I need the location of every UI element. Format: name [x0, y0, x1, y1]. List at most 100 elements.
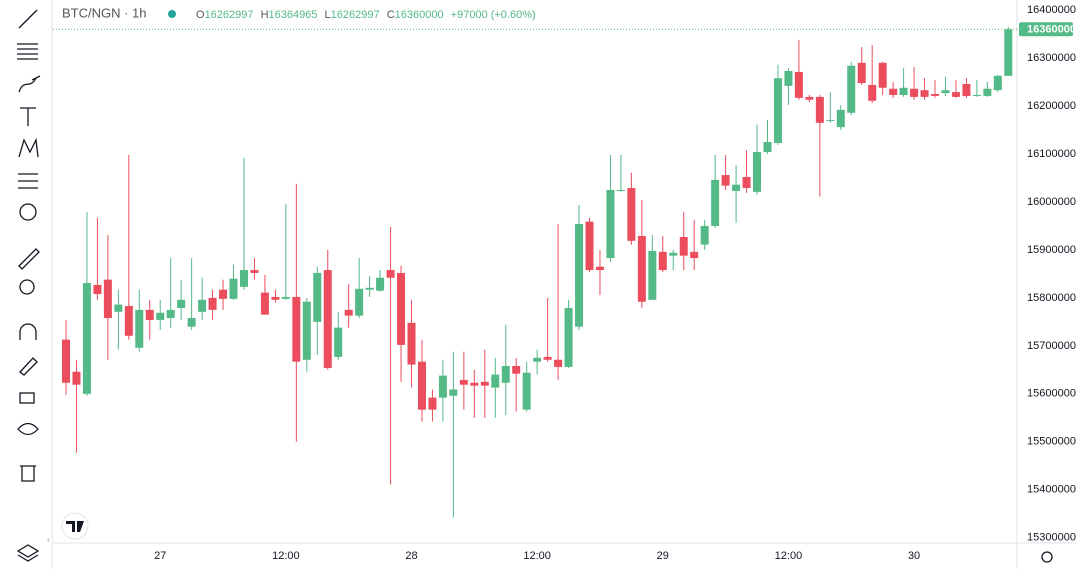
- candle-body: [773, 78, 782, 143]
- candle-body: [459, 379, 468, 385]
- x-tick-label: 28: [405, 550, 417, 562]
- candle-body: [868, 84, 877, 101]
- last-price-label: 16360000: [1027, 24, 1076, 36]
- candle-body: [920, 90, 929, 97]
- candle-body: [732, 184, 741, 191]
- measure-tool[interactable]: [18, 248, 40, 270]
- candle-body: [407, 322, 416, 365]
- candle-body: [951, 92, 960, 97]
- icon-tool[interactable]: [19, 203, 37, 221]
- candle-body: [1004, 29, 1013, 76]
- visibility-tool[interactable]: [17, 422, 39, 436]
- candle-body: [177, 299, 186, 308]
- candle-body: [564, 307, 573, 367]
- candle-body: [899, 87, 908, 95]
- x-tick-label: 12:00: [775, 550, 803, 562]
- candle-body: [82, 283, 91, 394]
- x-tick-label: 12:00: [523, 550, 551, 562]
- candle-body: [606, 189, 615, 259]
- brush-tool[interactable]: [18, 75, 41, 93]
- pattern-tool[interactable]: [18, 137, 39, 158]
- y-tick-label: 15800000: [1027, 292, 1076, 304]
- candle-body: [847, 65, 856, 113]
- candle-body: [438, 375, 447, 398]
- candle-body: [522, 372, 531, 410]
- fib-tool[interactable]: [17, 43, 38, 60]
- candle-body: [376, 277, 385, 291]
- candle-body: [491, 374, 500, 388]
- candle-body: [271, 296, 280, 300]
- y-tick-label: 15500000: [1027, 436, 1076, 448]
- candle-body: [543, 356, 552, 360]
- candle-body: [313, 272, 322, 322]
- candle-body: [763, 141, 772, 153]
- y-tick-label: 16000000: [1027, 196, 1076, 208]
- candle-body: [637, 236, 646, 302]
- candle-body: [397, 272, 406, 345]
- candle-body: [585, 221, 594, 271]
- candle-body: [826, 119, 835, 121]
- lock-draw-tool[interactable]: [19, 357, 38, 376]
- candle-body: [669, 252, 678, 256]
- o-label: O: [196, 9, 205, 21]
- trend-line-tool[interactable]: [18, 9, 38, 29]
- candle-body: [208, 297, 217, 310]
- candle-body: [690, 251, 699, 259]
- candle-body: [857, 62, 866, 83]
- settings[interactable]: [1041, 551, 1053, 563]
- candle-body: [794, 71, 803, 98]
- candle-body: [281, 296, 290, 299]
- candle-body: [344, 309, 353, 316]
- candle-body: [533, 357, 542, 362]
- y-tick-label: 16300000: [1027, 52, 1076, 64]
- candle-body: [501, 365, 510, 383]
- x-tick-label: 29: [657, 550, 669, 562]
- candle-body: [679, 236, 688, 256]
- candle-body: [616, 189, 625, 191]
- o-value: 16262997: [205, 9, 254, 21]
- candle-body: [72, 371, 81, 385]
- delete-tool[interactable]: [20, 465, 36, 482]
- candles: [62, 26, 1013, 518]
- l-value: 16262997: [331, 9, 380, 21]
- tv-logo: [61, 512, 89, 540]
- candle-body: [355, 288, 364, 316]
- candle-body: [124, 306, 133, 336]
- candle-body: [417, 361, 426, 410]
- candle-body: [658, 251, 667, 271]
- candle-body: [805, 96, 814, 100]
- x-tick-label: 12:00: [272, 550, 300, 562]
- candle-body: [575, 224, 584, 327]
- candle-body: [648, 250, 657, 300]
- candle-body: [742, 177, 751, 189]
- candle-body: [993, 75, 1002, 91]
- magnet-tool[interactable]: [19, 323, 37, 340]
- y-tick-label: 15900000: [1027, 244, 1076, 256]
- lock-tool[interactable]: [19, 392, 35, 404]
- candle-body: [711, 179, 720, 226]
- y-tick-label: 16200000: [1027, 100, 1076, 112]
- candle-body: [595, 266, 604, 271]
- candle-body: [983, 88, 992, 96]
- x-tick-label: 27: [154, 550, 166, 562]
- candle-body: [334, 327, 343, 357]
- y-tick-label: 15400000: [1027, 484, 1076, 496]
- candle-body: [878, 62, 887, 88]
- candle-body: [962, 83, 971, 96]
- zoom-tool[interactable]: [19, 279, 35, 295]
- candle-body: [910, 88, 919, 97]
- h-label: H: [261, 9, 269, 21]
- layers-tool[interactable]: [16, 544, 40, 562]
- text-tool[interactable]: [20, 107, 36, 126]
- prediction-tool[interactable]: [18, 173, 38, 189]
- candle-body: [365, 287, 374, 290]
- candle-body: [114, 304, 123, 312]
- candle-body: [145, 309, 154, 320]
- candle-body: [62, 339, 70, 383]
- candle-body: [166, 309, 175, 319]
- candle-body: [815, 96, 824, 123]
- last-price-tag: [1019, 22, 1073, 37]
- status-dot: [168, 10, 176, 18]
- collapse-toggle[interactable]: ‹: [47, 534, 50, 544]
